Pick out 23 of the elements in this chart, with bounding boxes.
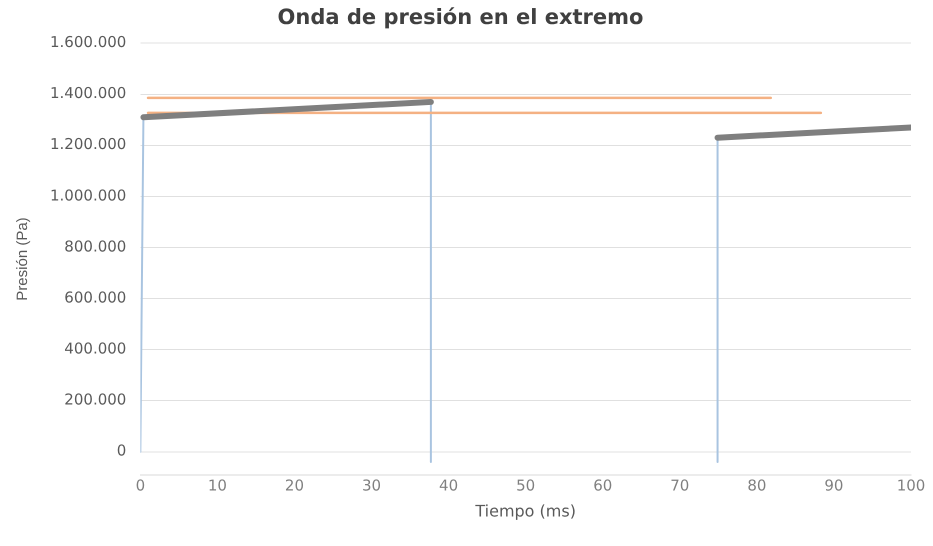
y-tick-label: 200.000 <box>64 390 126 409</box>
y-tick-label: 1.400.000 <box>50 84 126 102</box>
y-tick-label: 600.000 <box>64 288 126 306</box>
x-tick-label: 90 <box>824 476 844 495</box>
x-tick-label: 80 <box>747 476 766 495</box>
x-tick-label: 70 <box>670 476 690 495</box>
x-tick-label: 50 <box>516 476 536 495</box>
y-axis-title: Presión (Pa) <box>14 217 32 301</box>
x-tick-label: 60 <box>593 476 612 495</box>
x-tick-label: 20 <box>284 476 304 495</box>
y-tick-label: 0 <box>116 442 126 460</box>
x-tick-label: 30 <box>362 476 382 495</box>
y-tick-label: 1.200.000 <box>50 135 126 154</box>
y-tick-label: 800.000 <box>64 237 126 256</box>
x-tick-label: 100 <box>896 476 926 495</box>
y-tick-label: 1.600.000 <box>50 33 126 52</box>
x-axis-title: Tiempo (ms) <box>474 502 576 521</box>
x-tick-label: 0 <box>136 476 146 495</box>
y-tick-label: 400.000 <box>64 340 126 358</box>
chart-title: Onda de presión en el extremo <box>278 5 644 30</box>
x-tick-label: 40 <box>439 476 458 495</box>
x-tick-label: 10 <box>208 476 227 495</box>
y-tick-label: 1.000.000 <box>50 186 126 204</box>
